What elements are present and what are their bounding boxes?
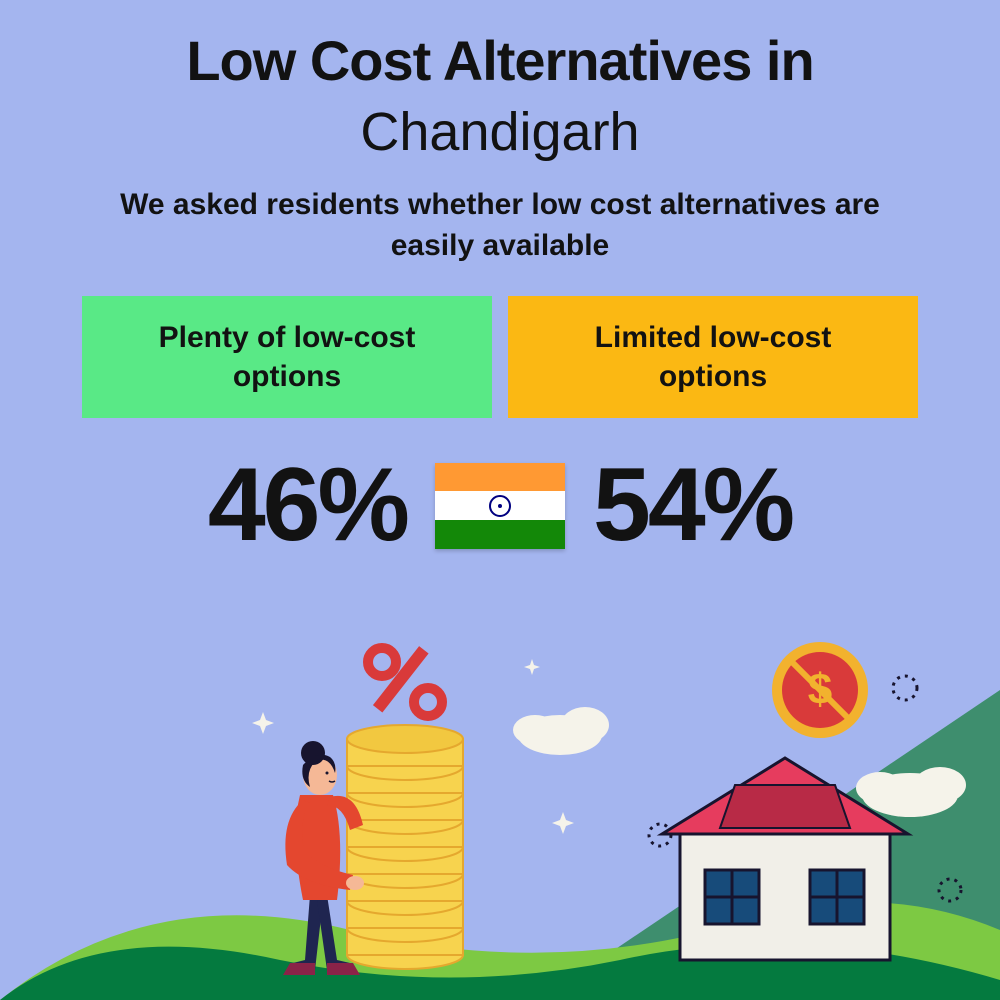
ashoka-chakra-icon [489,495,511,517]
label-plenty: Plenty of low-cost options [82,296,492,418]
title-line1: Low Cost Alternatives in [0,0,1000,93]
illustration-scene: $ [0,640,1000,1000]
labels-row: Plenty of low-cost options Limited low-c… [0,296,1000,418]
coin-stack-icon [347,725,463,969]
flag-green-stripe [435,520,565,549]
percent-left: 46% [208,446,407,565]
label-limited: Limited low-cost options [508,296,918,418]
percent-row: 46% 54% [0,446,1000,565]
title-city: Chandigarh [0,101,1000,163]
subtitle: We asked residents whether low cost alte… [0,185,1000,266]
sparkle-1 [893,676,917,700]
india-flag-icon [435,463,565,549]
dollar-coin-icon: $ [772,642,868,738]
star-2 [252,712,274,734]
star-1 [552,812,574,834]
star-3 [524,659,540,675]
cloud-left [513,707,609,755]
flag-white-stripe [435,491,565,520]
flag-saffron-stripe [435,463,565,492]
percent-icon [368,646,442,716]
percent-right: 54% [593,446,792,565]
